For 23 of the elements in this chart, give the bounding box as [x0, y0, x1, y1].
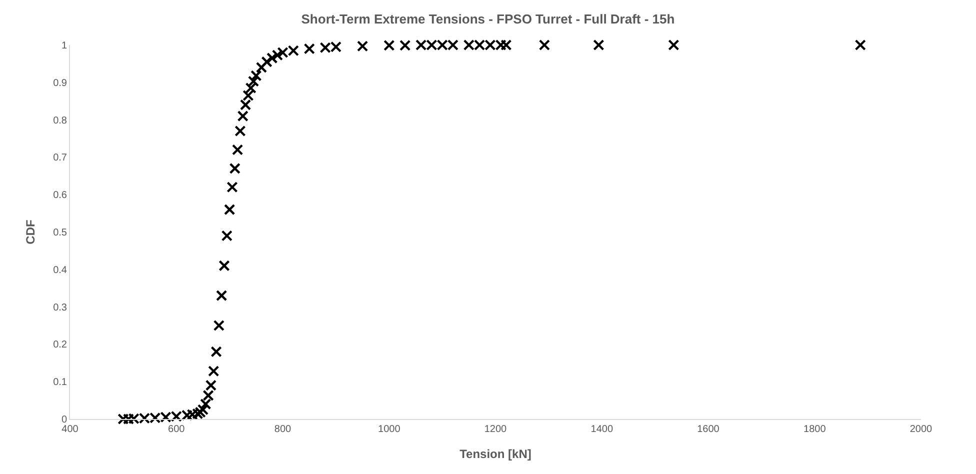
x-tick-label: 1400: [590, 424, 614, 435]
x-tick-label: 400: [62, 424, 79, 435]
x-tick-label: 800: [274, 424, 292, 435]
x-axis-title: Tension [kN]: [460, 446, 532, 461]
y-tick-label: 0.5: [53, 228, 68, 238]
y-axis-title: CDF: [23, 220, 38, 244]
x-tick-label: 1200: [484, 424, 508, 435]
x-tick-label: 1800: [804, 424, 826, 435]
y-tick-label: 0.3: [53, 302, 68, 314]
y-tick-label: 0.8: [53, 115, 68, 126]
y-tick-label: 1: [61, 40, 68, 52]
x-tick-label: 1000: [378, 424, 401, 435]
y-tick-label: 0.6: [53, 190, 68, 202]
y-tick-label: 0.4: [53, 264, 68, 276]
y-tick-label: 0.9: [53, 78, 68, 89]
x-tick-label: 2000: [910, 424, 933, 435]
x-tick-label: 1600: [697, 424, 720, 435]
chart-title: Short-Term Extreme Tensions - FPSO Turret - Full Draft - 15h: [301, 11, 675, 26]
y-tick-label: 0.7: [53, 152, 68, 164]
y-tick-label: 0: [61, 414, 68, 426]
y-tick-label: 0.2: [53, 340, 68, 351]
y-tick-label: 0.1: [53, 377, 68, 388]
x-tick-label: 600: [168, 424, 186, 435]
